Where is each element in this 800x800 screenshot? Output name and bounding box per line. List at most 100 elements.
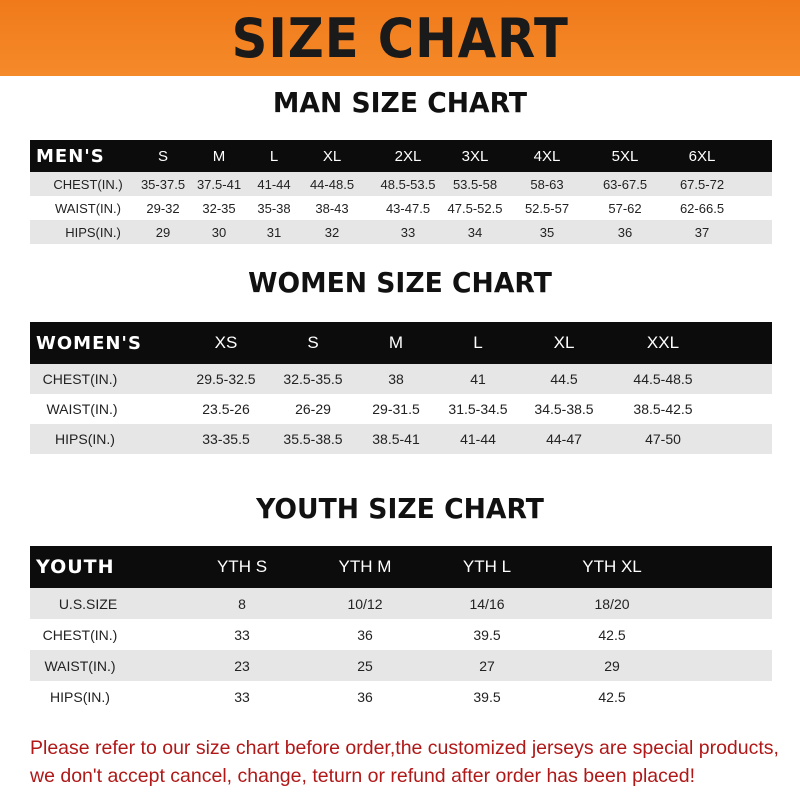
table-cell: 31.5-34.5	[448, 401, 508, 417]
table-cell: 37	[694, 224, 710, 240]
size-header-cell: YTH XL	[582, 557, 642, 576]
measure-label-cell: HIPS(IN.)	[55, 431, 115, 447]
table-cell: 42.5	[598, 626, 626, 643]
table-cell: 41-44	[460, 431, 496, 447]
youth-size-table: YOUTH YTH S YTH M YTH L YTH XL U.S.SIZE 8 10/12…	[30, 546, 772, 712]
table-cell: 18/20	[594, 595, 630, 612]
table-cell: 38-43	[315, 200, 349, 216]
table-cell: 44-48.5	[309, 176, 355, 192]
table-cell: 41	[470, 371, 486, 387]
table-cell: 33	[234, 626, 250, 643]
table-cell: 29-31.5	[372, 401, 420, 417]
table-cell: 33	[234, 688, 250, 705]
women-size-table: WOMEN'S XS S M L XL XXL CHEST(IN.) 29.5-32.5 32.5…	[30, 322, 772, 454]
table-cell: 57-62	[608, 200, 642, 216]
measure-label-cell: CHEST(IN.)	[42, 626, 118, 643]
table-row: U.S.SIZE 8 10/12 14/16 18/20	[30, 588, 772, 619]
table-cell: 30	[211, 224, 227, 240]
size-header-cell: S	[157, 147, 169, 165]
table-cell: 39.5	[473, 688, 501, 705]
table-cell: 36	[357, 626, 373, 643]
size-header-cell: 6XL	[688, 147, 716, 165]
table-row: WAIST(IN.) 29-32 32-35 35-38 38-43 43-47.5 47.…	[30, 196, 772, 220]
table-cell: 29.5-32.5	[196, 371, 256, 387]
table-cell: 29	[155, 224, 171, 240]
table-cell: 23.5-26	[202, 401, 250, 417]
table-cell: 31	[266, 224, 282, 240]
table-cell: 53.5-58	[452, 176, 498, 192]
table-cell: 34	[467, 224, 483, 240]
table-cell: 48.5-53.5	[380, 176, 436, 192]
size-header-cell: M	[388, 333, 404, 352]
size-header-cell: 3XL	[461, 147, 489, 165]
table-cell: 32.5-35.5	[283, 371, 343, 387]
size-header-cell: L	[269, 147, 279, 165]
men-size-table: MEN'S S M L XL 2XL 3XL 4XL 5XL 6XL CHEST(IN.) 35-37…	[30, 140, 772, 244]
size-header-cell: XL	[322, 147, 342, 165]
measure-label-cell: HIPS(IN.)	[50, 688, 110, 705]
table-cell: 14/16	[469, 595, 505, 612]
table-cell: 35-37.5	[140, 176, 186, 192]
table-cell: 34.5-38.5	[534, 401, 594, 417]
measure-label-cell: WAIST(IN.)	[55, 200, 121, 216]
table-row: WAIST(IN.) 23 25 27 29	[30, 650, 772, 681]
table-cell: 42.5	[598, 688, 626, 705]
table-row: CHEST(IN.) 35-37.5 37.5-41 41-44 44-48.5 48.5…	[30, 172, 772, 196]
table-cell: 39.5	[473, 626, 501, 643]
size-header-cell: YTH S	[216, 557, 268, 576]
table-cell: 37.5-41	[196, 176, 242, 192]
size-header-cell: YTH L	[462, 557, 512, 576]
table-cell: 32-35	[202, 200, 236, 216]
table-header-row: YOUTH YTH S YTH M YTH L YTH XL	[30, 546, 772, 588]
table-cell: 33-35.5	[202, 431, 250, 447]
notice-line-2: we don't accept cancel, change, teturn o…	[30, 765, 695, 787]
table-row: HIPS(IN.) 33-35.5 35.5-38.5 38.5-41 41-44 44-…	[30, 424, 772, 454]
men-title: MAN SIZE CHART	[272, 86, 528, 119]
table-cell: 58-63	[530, 176, 564, 192]
table-cell: 25	[357, 657, 373, 674]
table-header-row: WOMEN'S XS S M L XL XXL	[30, 322, 772, 364]
table-title-cell: WOMEN'S	[36, 332, 142, 354]
table-cell: 44.5	[550, 371, 578, 387]
table-cell: 26-29	[295, 401, 331, 417]
women-title: WOMEN SIZE CHART	[248, 266, 552, 299]
table-cell: 27	[479, 657, 495, 674]
measure-label-cell: WAIST(IN.)	[44, 657, 116, 674]
measure-label-cell: HIPS(IN.)	[65, 224, 121, 240]
table-row: CHEST(IN.) 33 36 39.5 42.5	[30, 619, 772, 650]
table-cell: 47-50	[645, 431, 681, 447]
size-header-cell: XS	[214, 333, 238, 352]
size-header-cell: XL	[553, 333, 575, 352]
table-cell: 32	[324, 224, 340, 240]
size-header-cell: 4XL	[533, 147, 561, 165]
banner-title: SIZE CHART	[231, 6, 569, 70]
table-cell: 47.5-52.5	[447, 200, 503, 216]
table-title-cell: YOUTH	[36, 556, 115, 578]
notice-line-1: Please refer to our size chart before or…	[30, 737, 779, 759]
table-cell: 43-47.5	[385, 200, 431, 216]
table-row: WAIST(IN.) 23.5-26 26-29 29-31.5 31.5-34.5 34…	[30, 394, 772, 424]
table-cell: 29-32	[146, 200, 180, 216]
table-cell: 44-47	[546, 431, 582, 447]
table-cell: 38	[388, 371, 404, 387]
table-cell: 44.5-48.5	[633, 371, 693, 387]
table-row: HIPS(IN.) 33 36 39.5 42.5	[30, 681, 772, 712]
table-cell: 36	[617, 224, 633, 240]
size-header-cell: 2XL	[394, 147, 422, 165]
table-title-cell: MEN'S	[36, 145, 105, 167]
table-cell: 35.5-38.5	[283, 431, 343, 447]
table-cell: 35-38	[257, 200, 291, 216]
table-cell: 23	[234, 657, 250, 674]
table-row: CHEST(IN.) 29.5-32.5 32.5-35.5 38 41 44.5 44.5…	[30, 364, 772, 394]
measure-label-cell: CHEST(IN.)	[42, 371, 118, 387]
table-cell: 38.5-42.5	[633, 401, 693, 417]
size-header-cell: L	[473, 333, 483, 352]
table-row: HIPS(IN.) 29 30 31 32 33 34 35 36 37	[30, 220, 772, 244]
table-cell: 33	[400, 224, 416, 240]
table-cell: 38.5-41	[372, 431, 420, 447]
table-cell: 8	[238, 595, 246, 612]
measure-label-cell: WAIST(IN.)	[46, 401, 118, 417]
size-header-cell: YTH M	[338, 557, 392, 576]
banner: SIZE CHART	[0, 0, 800, 76]
table-cell: 62-66.5	[679, 200, 725, 216]
